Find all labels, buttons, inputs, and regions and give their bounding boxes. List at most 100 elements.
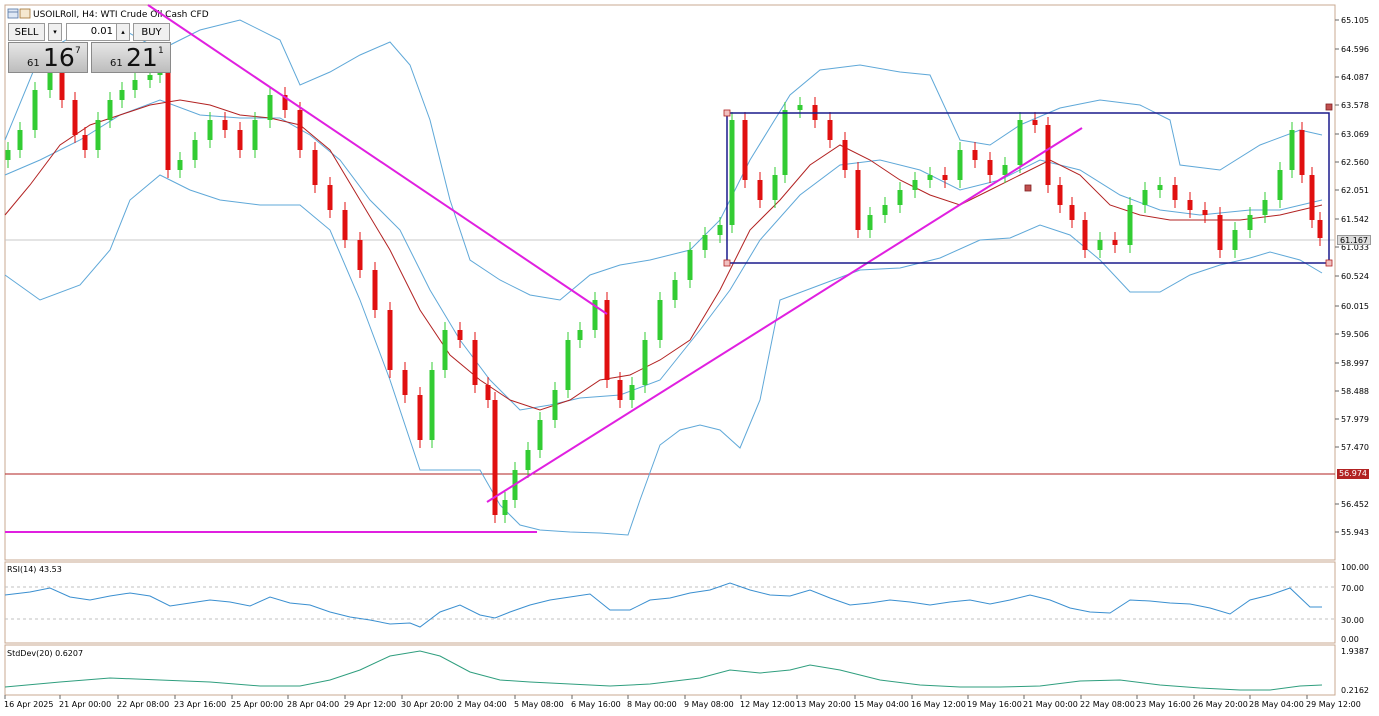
candle-body xyxy=(729,120,735,225)
time-tick-label: 21 May 00:00 xyxy=(1023,700,1078,709)
time-tick-label: 13 May 20:00 xyxy=(796,700,851,709)
candle-body xyxy=(32,90,38,130)
rsi-tick-label: 70.00 xyxy=(1341,584,1364,593)
candle-body xyxy=(147,75,153,80)
rsi-tick-label: 30.00 xyxy=(1341,616,1364,625)
candle-body xyxy=(855,170,861,230)
candle-body xyxy=(1172,185,1178,200)
price-tick-label: 58.997 xyxy=(1341,359,1369,368)
buy-button[interactable]: BUY xyxy=(133,23,170,41)
price-tick-label: 65.105 xyxy=(1341,16,1369,25)
lot-increase-button[interactable]: ▴ xyxy=(116,23,130,41)
candle-body xyxy=(617,380,623,400)
rsi-panel[interactable] xyxy=(4,561,1336,644)
price-tick-label: 59.506 xyxy=(1341,330,1369,339)
candle-body xyxy=(442,330,448,370)
rsi-line xyxy=(4,582,1322,628)
stddev-line xyxy=(4,650,1323,691)
candle-body xyxy=(717,225,723,235)
time-tick-label: 9 May 08:00 xyxy=(684,700,734,709)
candle-body xyxy=(429,370,435,440)
lot-decrease-button[interactable]: ▾ xyxy=(48,23,62,41)
range-handle-tr[interactable] xyxy=(1325,103,1333,111)
trendline-descending[interactable] xyxy=(147,4,608,315)
candle-body xyxy=(1247,215,1253,230)
candle-body xyxy=(492,400,498,515)
candle-body xyxy=(565,340,571,390)
candle-body xyxy=(402,370,408,395)
lot-size-input[interactable]: 0.01 xyxy=(66,23,130,41)
time-tick-label: 12 May 12:00 xyxy=(740,700,795,709)
time-tick-label: 29 Apr 12:00 xyxy=(344,700,396,709)
time-tick-label: 23 May 16:00 xyxy=(1136,700,1191,709)
candle-body xyxy=(742,120,748,180)
price-axis[interactable]: 65.105 64.596 64.087 63.578 63.069 62.560 62.0… xyxy=(1335,16,1369,537)
candle-body xyxy=(782,110,788,175)
candle-body xyxy=(417,395,423,440)
candle-body xyxy=(957,150,963,180)
candle-body xyxy=(1057,185,1063,205)
candle-body xyxy=(882,205,888,215)
candle-body xyxy=(525,450,531,470)
candle-body xyxy=(327,185,333,210)
range-handle-br[interactable] xyxy=(1325,259,1333,267)
price-tick-label: 62.051 xyxy=(1341,186,1369,195)
price-tick-label: 64.087 xyxy=(1341,73,1369,82)
candle-body xyxy=(1017,120,1023,165)
range-rectangle[interactable] xyxy=(726,112,1330,264)
candle-body xyxy=(927,175,933,180)
candle-body xyxy=(772,175,778,200)
price-tick-label: 57.470 xyxy=(1341,443,1369,452)
chart-title: USOILRoll, H4: WTI Crude Oil Cash CFD xyxy=(7,8,209,20)
candle-body xyxy=(457,330,463,340)
candle-body xyxy=(222,120,228,130)
candle-body xyxy=(827,120,833,140)
candle-body xyxy=(17,130,23,150)
time-tick-label: 29 May 12:00 xyxy=(1306,700,1361,709)
price-tick-label: 60.015 xyxy=(1341,302,1369,311)
candle-body xyxy=(267,95,273,120)
buy-price-prefix: 61 xyxy=(110,58,123,69)
candle-body xyxy=(604,300,610,380)
current-price-tag: 61.167 xyxy=(1337,235,1371,245)
range-handle-mid[interactable] xyxy=(1024,184,1032,192)
time-tick-label: 22 May 08:00 xyxy=(1080,700,1135,709)
candle-body xyxy=(842,140,848,170)
candlestick-series[interactable] xyxy=(5,62,1323,523)
time-tick-label: 22 Apr 08:00 xyxy=(117,700,169,709)
sell-price-prefix: 61 xyxy=(27,58,40,69)
candle-body xyxy=(207,120,213,140)
buy-quote[interactable]: 61 21 1 xyxy=(91,42,171,73)
level-price-tag: 56.974 xyxy=(1337,469,1369,479)
candle-body xyxy=(237,130,243,150)
candle-body xyxy=(1002,165,1008,175)
candle-body xyxy=(642,340,648,385)
candle-body xyxy=(282,95,288,110)
price-tick-label: 58.488 xyxy=(1341,387,1369,396)
time-tick-label: 8 May 00:00 xyxy=(627,700,677,709)
candle-body xyxy=(372,270,378,310)
chart-title-text: USOILRoll, H4: WTI Crude Oil Cash CFD xyxy=(33,10,209,20)
candle-body xyxy=(972,150,978,160)
candle-body xyxy=(657,300,663,340)
range-handle-tl[interactable] xyxy=(723,109,731,117)
time-tick-label: 5 May 08:00 xyxy=(514,700,564,709)
stddev-axis: 1.9387 0.2162 xyxy=(1341,647,1369,695)
main-price-panel[interactable] xyxy=(4,4,1336,561)
price-tick-label: 61.542 xyxy=(1341,215,1369,224)
time-axis[interactable]: 16 Apr 2025 21 Apr 00:00 22 Apr 08:00 23 Ap… xyxy=(4,695,1361,709)
price-tick-label: 56.452 xyxy=(1341,500,1369,509)
sell-price-sup: 7 xyxy=(75,46,81,56)
bollinger-lower xyxy=(4,174,1323,536)
candle-body xyxy=(107,100,113,120)
candle-body xyxy=(357,240,363,270)
rsi-tick-label: 0.00 xyxy=(1341,635,1359,644)
range-handle-bl[interactable] xyxy=(723,259,731,267)
sell-button[interactable]: SELL xyxy=(8,23,45,41)
stddev-panel[interactable] xyxy=(4,644,1336,696)
candle-body xyxy=(629,385,635,400)
time-tick-label: 2 May 04:00 xyxy=(457,700,507,709)
sell-quote[interactable]: 61 16 7 xyxy=(8,42,88,73)
trendline-ascending[interactable] xyxy=(486,127,1083,503)
